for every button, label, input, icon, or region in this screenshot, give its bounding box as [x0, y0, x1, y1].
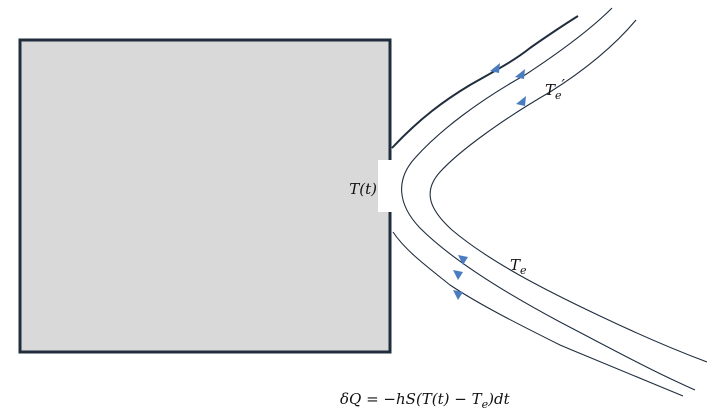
- label-prime: ′: [562, 76, 566, 94]
- flow-arrow: [458, 255, 468, 265]
- streamline: [430, 20, 707, 362]
- flow-arrow: [490, 63, 500, 73]
- body-label: T(t): [349, 180, 377, 198]
- equation: δQ = −hS(T(t) − Te)dt: [340, 390, 511, 411]
- equation-main: δQ = −hS(T(t) − T: [340, 390, 483, 408]
- flow-arrow: [515, 69, 525, 79]
- streamline: [393, 232, 683, 396]
- flow-arrow: [516, 96, 526, 106]
- diagram: T(t) Te′ Te δQ = −hS(T(t) − Te)dt: [0, 0, 707, 415]
- flow-arrow: [453, 290, 463, 300]
- label-sub: e: [520, 264, 527, 277]
- flow-arrow: [453, 270, 463, 280]
- body-block: [20, 40, 390, 352]
- equation-end: )dt: [487, 390, 510, 408]
- flow-label: Te: [510, 256, 527, 277]
- streamline: [402, 8, 695, 390]
- flow-label: Te′: [545, 76, 566, 102]
- edge-gap: [378, 160, 394, 212]
